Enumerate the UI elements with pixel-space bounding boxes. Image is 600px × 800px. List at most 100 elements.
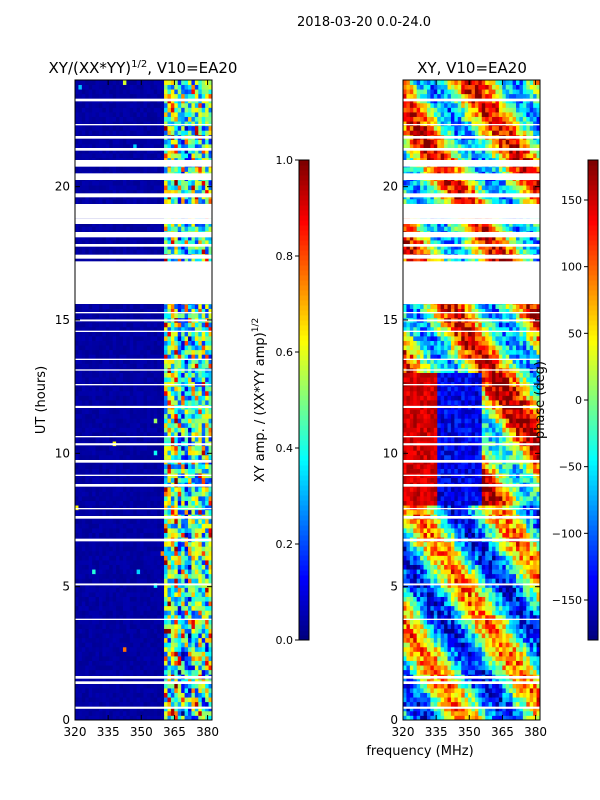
heatmap-cell [208,432,213,437]
heatmap-cell [129,688,134,693]
heatmap-cell [126,166,131,172]
heatmap-cell [205,354,209,360]
heatmap-cell [146,244,151,250]
heatmap-cell [174,614,179,620]
heatmap-cell [122,500,127,506]
heatmap-cell [208,587,213,593]
heatmap-cell [112,614,117,620]
heatmap-cell [98,669,103,675]
heatmap-cell [81,240,86,245]
heatmap-cell [126,340,131,346]
heatmap-cell [126,445,131,451]
heatmap-cell [157,235,162,241]
heatmap-cell [167,656,172,661]
heatmap-cell [88,560,93,565]
heatmap-cell [140,614,144,620]
heatmap-cell [188,477,192,483]
heatmap-cell [95,550,100,556]
heatmap-cell [170,715,175,721]
heatmap-cell [122,395,127,401]
heatmap-cell [170,153,175,159]
heatmap-cell [181,189,185,195]
heatmap-cell [198,377,203,383]
heatmap-cell [157,532,162,538]
heatmap-cell [198,633,203,639]
heatmap-cell [201,313,206,319]
heatmap-cell [95,148,100,154]
heatmap-cell [75,180,79,186]
heatmap-cell [133,569,138,575]
heatmap-cell [181,185,185,191]
heatmap-cell [136,477,141,483]
heatmap-cell [119,523,124,529]
heatmap-cell [146,235,151,241]
heatmap-cell [119,496,124,501]
heatmap-cell [153,340,158,346]
heatmap-cell [98,221,103,227]
heatmap-cell [78,235,83,241]
heatmap-cell [201,427,206,433]
heatmap-cell [98,614,103,620]
heatmap-cell [188,363,192,369]
heatmap-cell [109,249,114,255]
heatmap-cell [160,669,165,675]
heatmap-cell [119,646,124,652]
heatmap-cell [122,697,127,703]
heatmap-cell [181,235,185,241]
heatmap-cell [126,546,131,552]
heatmap-cell [188,345,192,351]
heatmap-cell [184,715,189,721]
heatmap-cell [201,550,206,556]
heatmap-cell [109,226,114,232]
heatmap-cell [85,166,90,172]
heatmap-cell [177,226,182,232]
heatmap-cell [170,518,175,524]
heatmap-cell [126,180,131,186]
heatmap-cell [177,235,182,241]
heatmap-cell [184,500,189,506]
heatmap-cell [194,701,199,707]
heatmap-cell [208,166,213,172]
heatmap-cell [119,468,124,474]
heatmap-cell [88,189,93,195]
heatmap-cell [174,665,179,671]
heatmap-cell [164,468,168,474]
heatmap-cell [92,646,96,652]
heatmap-cell [184,409,189,415]
heatmap-cell [157,669,162,675]
heatmap-cell [208,390,213,396]
heatmap-cell [194,569,199,575]
heatmap-cell [198,582,203,588]
heatmap-cell [78,546,83,552]
heatmap-cell [164,550,168,556]
heatmap-cell [133,610,138,616]
heatmap-cell [112,372,117,378]
heatmap-cell [136,541,141,547]
heatmap-cell [140,322,144,328]
heatmap-cell [126,390,131,396]
heatmap-cell [146,669,151,675]
heatmap-cell [81,500,86,506]
heatmap-cell [98,240,103,245]
heatmap-cell [194,308,199,314]
heatmap-cell [153,153,158,159]
heatmap-cell [129,166,134,172]
heatmap-cell [170,235,175,241]
heatmap-cell [194,249,199,255]
heatmap-cell [81,692,86,698]
heatmap-cell [191,422,196,428]
heatmap-cell [129,614,134,620]
heatmap-cell [140,564,144,570]
heatmap-cell [102,651,107,657]
heatmap-cell [164,258,168,264]
heatmap-cell [170,445,175,451]
heatmap-cell [81,198,86,204]
heatmap-cell [143,624,148,629]
heatmap-cell [157,605,162,611]
heatmap-cell [109,496,114,501]
heatmap-cell [164,564,168,570]
heatmap-cell [95,198,100,204]
heatmap-cell [198,258,203,264]
heatmap-cell [78,345,83,351]
heatmap-cell [177,491,182,497]
